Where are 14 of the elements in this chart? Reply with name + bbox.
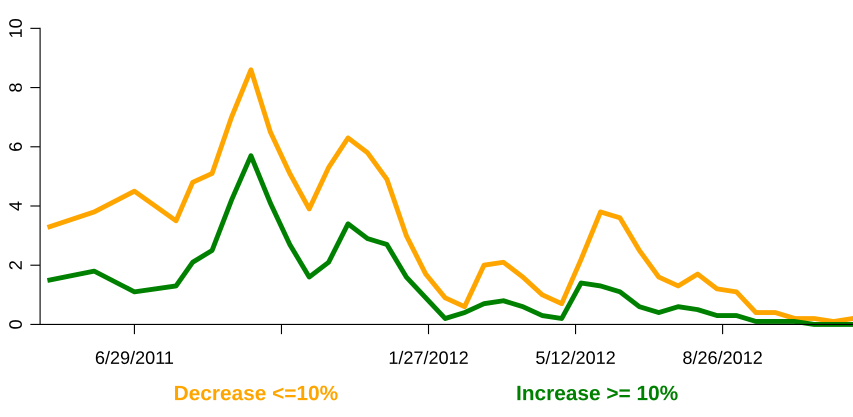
y-tick-label: 6 (9, 142, 22, 151)
y-tick-label: 4 (9, 202, 22, 211)
line-series (47, 153, 853, 327)
line-series (47, 67, 853, 324)
text: Decrease <=10% (175, 386, 338, 400)
x-tick-label: 8/26/2012 (683, 350, 762, 364)
x-tick-label: 5/12/2012 (536, 350, 615, 364)
y-tick-label: 8 (9, 83, 22, 92)
x-tick-label: 1/27/2012 (390, 350, 468, 364)
x-tick-label: 6/29/2011 (96, 350, 174, 364)
y-tick-label: 0 (9, 320, 22, 329)
y-tick-label: 2 (9, 261, 22, 270)
y-tick-label: 10 (9, 19, 22, 38)
text: Increase >= 10% (517, 386, 678, 400)
